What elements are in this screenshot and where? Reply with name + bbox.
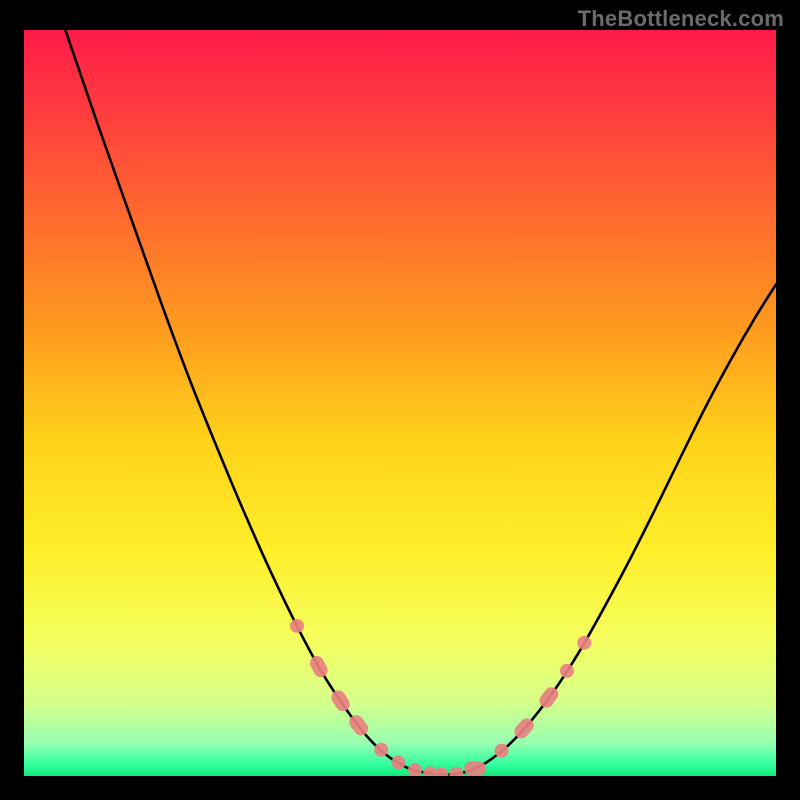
watermark-text: TheBottleneck.com: [578, 6, 784, 32]
plot-area: [24, 30, 776, 776]
marker-dot: [577, 636, 591, 650]
marker-dot: [374, 743, 388, 757]
marker-dot: [495, 744, 509, 758]
chart-frame: TheBottleneck.com: [0, 0, 800, 800]
marker-dot: [290, 619, 304, 633]
marker-pill: [464, 761, 486, 775]
marker-dot: [560, 664, 574, 678]
gradient-bg: [24, 30, 776, 776]
marker-dot: [392, 756, 406, 770]
